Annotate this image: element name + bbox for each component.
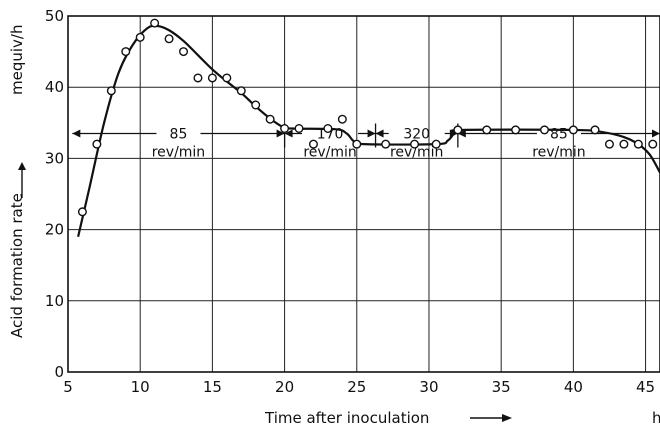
y-tick-labels: 0 10 20 30 40 50 (45, 7, 64, 381)
data-point (431, 139, 441, 149)
data-point (337, 114, 347, 124)
x-tick-label: 45 (636, 378, 655, 396)
segment-speed: 85 (170, 126, 188, 142)
data-point (381, 139, 391, 149)
segment-unit: rev/min (390, 144, 443, 160)
x-tick-label: 35 (492, 378, 511, 396)
data-point (236, 86, 246, 96)
segment-arrowhead (284, 129, 293, 138)
x-axis-unit: h (652, 409, 660, 427)
data-point (222, 73, 232, 83)
data-point (590, 125, 600, 135)
segment-arrowhead (375, 129, 384, 138)
speed-segment-3: 320 rev/min (375, 126, 458, 160)
data-point (106, 86, 116, 96)
data-point (121, 47, 131, 57)
data-point (92, 139, 102, 149)
data-point (453, 125, 463, 135)
segment-unit: rev/min (532, 144, 585, 160)
data-point (150, 18, 160, 28)
segment-arrowhead (72, 129, 81, 138)
x-tick-label: 15 (203, 378, 222, 396)
data-point (604, 139, 614, 149)
data-points (77, 18, 658, 217)
data-point (482, 125, 492, 135)
segment-arrowhead (652, 129, 660, 138)
data-point (568, 125, 578, 135)
y-axis-title: Acid formation rate (8, 193, 26, 338)
segment-unit: rev/min (303, 144, 356, 160)
data-point (308, 139, 318, 149)
segment-unit: rev/min (152, 144, 205, 160)
data-point (280, 123, 290, 133)
segment-speed: 320 (403, 126, 430, 142)
data-point (410, 139, 420, 149)
plot-frame (67, 15, 660, 373)
x-tick-label: 10 (131, 378, 150, 396)
data-point (511, 125, 521, 135)
y-tick-label: 10 (45, 292, 64, 310)
y-tick-label: 0 (54, 363, 64, 381)
x-tick-label: 40 (564, 378, 583, 396)
y-tick-label: 20 (45, 221, 64, 239)
x-tick-label: 20 (275, 378, 294, 396)
data-point (207, 73, 217, 83)
data-point (619, 139, 629, 149)
grid-lines (67, 15, 660, 373)
x-tick-label: 30 (419, 378, 438, 396)
data-point (77, 207, 87, 217)
data-point (633, 139, 643, 149)
data-point (164, 34, 174, 44)
data-point (179, 47, 189, 57)
data-point (648, 139, 658, 149)
data-point (539, 125, 549, 135)
speed-segment-1: 85 rev/min (72, 126, 285, 160)
y-tick-label: 40 (45, 78, 64, 96)
y-axis-arrow (18, 162, 26, 198)
segment-arrowhead (367, 129, 376, 138)
data-point (352, 139, 362, 149)
x-tick-label: 25 (347, 378, 366, 396)
data-point (265, 114, 275, 124)
y-axis-unit: mequiv/h (8, 25, 26, 95)
data-point (294, 123, 304, 133)
data-point (135, 32, 145, 42)
x-axis-arrow (470, 414, 512, 422)
x-tick-label: 5 (63, 378, 73, 396)
segment-arrowhead (276, 129, 285, 138)
segment-arrowhead (457, 129, 466, 138)
x-axis-title: Time after inoculation (264, 409, 429, 427)
data-point (323, 123, 333, 133)
y-tick-label: 30 (45, 149, 64, 167)
x-tick-labels: 5 10 15 20 25 30 35 40 45 (63, 378, 655, 396)
y-tick-label: 50 (45, 7, 64, 25)
data-point (193, 73, 203, 83)
data-point (251, 100, 261, 110)
